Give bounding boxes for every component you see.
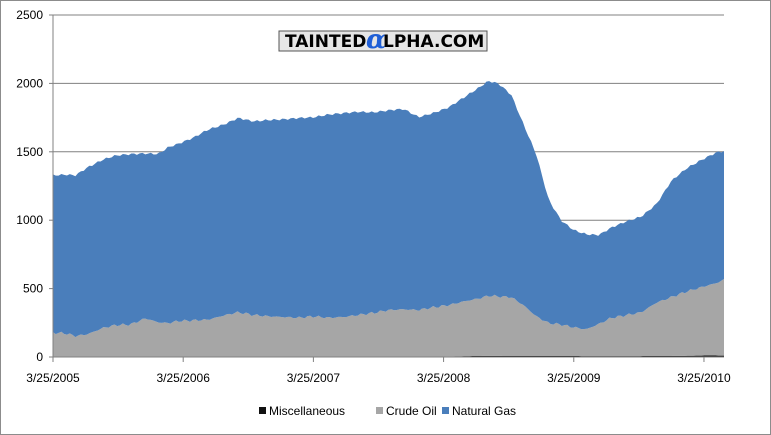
x-tick-label: 3/25/2007: [287, 371, 341, 385]
x-tick-label: 3/25/2009: [547, 371, 601, 385]
watermark-box: [278, 30, 488, 52]
legend-swatch-crude-oil: [376, 407, 383, 414]
watermark-logo: TAINTED α LPHA.COM: [278, 25, 488, 55]
y-tick-label: 500: [23, 282, 43, 296]
x-tick-label: 3/25/2005: [26, 371, 80, 385]
legend-swatch-miscellaneous: [259, 407, 266, 414]
watermark-alpha: α: [366, 25, 386, 55]
y-tick-label: 2500: [16, 8, 43, 22]
legend-label-miscellaneous: Miscellaneous: [269, 404, 345, 418]
y-tick-labels: 0 500 1000 1500 2000 2500: [16, 8, 43, 364]
x-tick-label: 3/25/2010: [677, 371, 731, 385]
axes: [52, 15, 724, 358]
x-tick-labels: 3/25/2005 3/25/2006 3/25/2007 3/25/2008 3/25…: [26, 357, 731, 385]
series-area-crude-oil: [53, 279, 724, 357]
legend-label-natural-gas: Natural Gas: [452, 404, 516, 418]
legend: Miscellaneous Crude Oil Natural Gas: [259, 404, 516, 418]
y-tick-label: 2000: [16, 76, 43, 90]
y-tick-label: 0: [36, 350, 43, 364]
y-tick-label: 1000: [16, 213, 43, 227]
series-area-natural-gas: [53, 81, 724, 338]
watermark-text-right: LPHA.COM: [383, 32, 484, 52]
watermark-text-left: TAINTED: [285, 32, 366, 52]
y-tick-label: 1500: [16, 145, 43, 159]
x-tick-label: 3/25/2006: [156, 371, 210, 385]
legend-label-crude-oil: Crude Oil: [386, 404, 437, 418]
series-areas: [53, 81, 724, 357]
legend-swatch-natural-gas: [442, 407, 449, 414]
x-tick-label: 3/25/2008: [417, 371, 471, 385]
